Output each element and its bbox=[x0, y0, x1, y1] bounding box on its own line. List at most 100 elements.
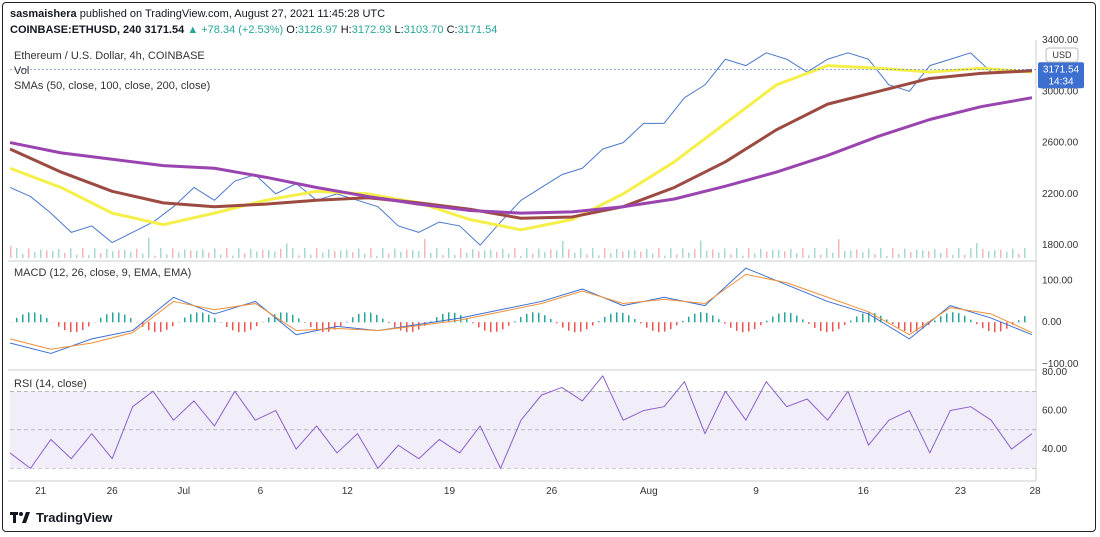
volume-bar bbox=[154, 255, 156, 258]
time-tick-label: Aug bbox=[640, 486, 658, 497]
low-value: 3103.70 bbox=[403, 24, 444, 36]
volume-bar bbox=[112, 251, 114, 258]
macd-histogram-bar bbox=[574, 322, 576, 333]
tradingview-logo-icon bbox=[10, 511, 30, 523]
time-tick-label: Jul bbox=[177, 486, 190, 497]
price-tick-label: 3000.00 bbox=[1042, 86, 1079, 97]
volume-bar bbox=[784, 251, 786, 258]
volume-bar bbox=[808, 255, 810, 258]
open-value: 3126.97 bbox=[297, 24, 338, 36]
volume-bar bbox=[94, 248, 96, 258]
volume-bar bbox=[880, 248, 882, 258]
volume-bar bbox=[166, 254, 168, 258]
macd-histogram-bar bbox=[610, 313, 612, 323]
volume-bar bbox=[664, 255, 666, 258]
macd-histogram-bar bbox=[550, 318, 552, 323]
volume-bar bbox=[250, 248, 252, 258]
volume-bar bbox=[796, 253, 798, 258]
volume-bar bbox=[388, 253, 390, 258]
time-tick-label: 28 bbox=[1030, 486, 1042, 497]
series-line-sma-200 bbox=[9, 96, 1033, 215]
macd-histogram-bar bbox=[910, 322, 912, 333]
volume-bar bbox=[304, 248, 306, 258]
macd-histogram-bar bbox=[934, 320, 936, 323]
volume-bar bbox=[586, 254, 588, 258]
macd-histogram-bar bbox=[454, 312, 456, 323]
macd-histogram-bar bbox=[604, 316, 606, 323]
volume-bar bbox=[832, 252, 834, 258]
macd-histogram-bar bbox=[1018, 320, 1020, 323]
macd-histogram-bar bbox=[676, 322, 678, 326]
volume-bar bbox=[226, 248, 228, 258]
volume-bar bbox=[208, 252, 210, 258]
macd-histogram-bar bbox=[820, 322, 822, 331]
macd-histogram-bar bbox=[328, 322, 330, 332]
macd-histogram-bar bbox=[496, 322, 498, 332]
currency-badge[interactable] bbox=[1045, 47, 1079, 63]
volume-bar bbox=[514, 248, 516, 258]
volume-bar bbox=[844, 250, 846, 258]
macd-histogram-bar bbox=[694, 313, 696, 323]
rsi-legend: RSI (14, close) bbox=[14, 378, 87, 390]
volume-bar bbox=[544, 252, 546, 258]
volume-bar bbox=[16, 248, 18, 258]
macd-histogram-bar bbox=[586, 322, 588, 330]
symbol-line: COINBASE:ETHUSD, 240 3171.54 ▲ +78.34 (+… bbox=[10, 24, 497, 36]
macd-histogram-bar bbox=[958, 313, 960, 323]
volume-bar bbox=[694, 249, 696, 258]
volume-bar bbox=[676, 254, 678, 258]
macd-histogram-bar bbox=[562, 322, 564, 328]
macd-histogram-bar bbox=[442, 313, 444, 323]
time-tick-label: 16 bbox=[858, 486, 870, 497]
volume-bar bbox=[976, 243, 978, 258]
sma-legend: SMAs (50, close, 100, close, 200, close) bbox=[14, 80, 211, 92]
macd-histogram-bar bbox=[238, 322, 240, 333]
volume-bar bbox=[136, 248, 138, 258]
volume-bar bbox=[394, 248, 396, 258]
volume-bar bbox=[532, 254, 534, 258]
rsi-tick-label: 80.00 bbox=[1042, 367, 1067, 378]
volume-bar bbox=[262, 249, 264, 258]
macd-histogram-bar bbox=[130, 318, 132, 323]
volume-bar bbox=[550, 249, 552, 258]
macd-histogram-bar bbox=[556, 322, 558, 324]
volume-bar bbox=[82, 248, 84, 258]
macd-histogram-bar bbox=[778, 313, 780, 323]
macd-histogram-bar bbox=[106, 314, 108, 323]
macd-histogram-bar bbox=[982, 322, 984, 329]
series-line-signal bbox=[9, 273, 1033, 350]
macd-histogram-bar bbox=[196, 312, 198, 323]
volume-bar bbox=[760, 248, 762, 258]
volume-bar bbox=[706, 250, 708, 258]
tradingview-logo[interactable]: TradingView bbox=[10, 510, 112, 525]
volume-bar bbox=[502, 248, 504, 258]
macd-histogram-bar bbox=[352, 317, 354, 323]
macd-histogram-bar bbox=[298, 318, 300, 323]
macd-histogram-bar bbox=[658, 322, 660, 333]
macd-histogram-bar bbox=[832, 322, 834, 332]
volume-bar bbox=[64, 252, 66, 258]
macd-histogram-bar bbox=[214, 318, 216, 323]
volume-bar bbox=[232, 255, 234, 258]
macd-histogram-bar bbox=[436, 317, 438, 323]
macd-histogram-bar bbox=[622, 312, 624, 323]
volume-bar bbox=[568, 249, 570, 258]
volume-bar bbox=[970, 248, 972, 258]
publisher-name[interactable]: sasmaishera bbox=[10, 8, 77, 20]
macd-histogram-bar bbox=[712, 315, 714, 323]
volume-bar bbox=[220, 254, 222, 258]
volume-bar bbox=[646, 248, 648, 258]
last-price-tag bbox=[1038, 62, 1084, 89]
volume-bar bbox=[382, 248, 384, 258]
volume-bar bbox=[496, 251, 498, 258]
volume-bar bbox=[196, 250, 198, 258]
macd-histogram-bar bbox=[190, 314, 192, 323]
price-change: ▲ +78.34 (+2.53%) bbox=[187, 24, 284, 36]
rsi-tick-label: 40.00 bbox=[1042, 444, 1067, 455]
price-tick-label: 2600.00 bbox=[1042, 138, 1079, 149]
close-label: C: bbox=[446, 24, 458, 36]
volume-bar bbox=[856, 249, 858, 258]
macd-histogram-bar bbox=[22, 314, 24, 323]
volume-bar bbox=[556, 250, 558, 258]
